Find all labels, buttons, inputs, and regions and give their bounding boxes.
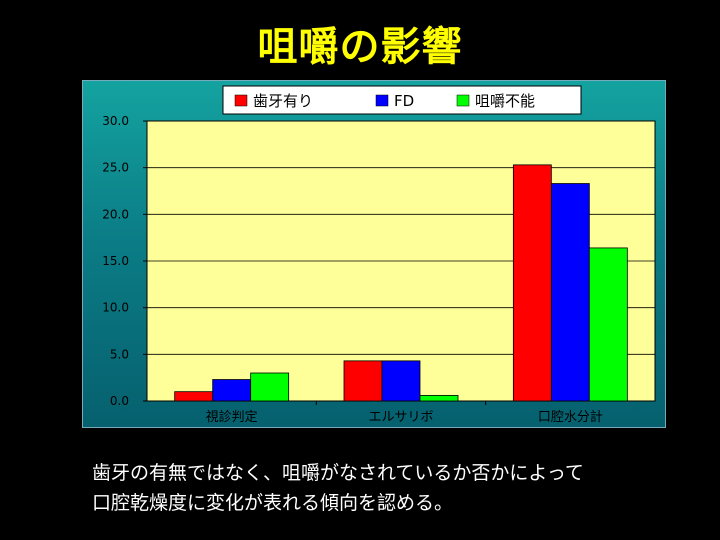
bar-2-1 [419,394,459,402]
legend-swatch-2 [456,94,470,107]
bar-0-1 [343,360,383,402]
legend-swatch-1 [375,94,389,107]
bar-1-0 [212,379,252,402]
y-tick-label: 20.0 [102,207,129,221]
slide-caption: 歯牙の有無ではなく、咀嚼がなされているか否かによって 口腔乾燥度に変化が表れる傾… [92,458,692,518]
x-tick-label: エルサリボ [368,410,433,425]
bar-0-2 [512,164,552,402]
y-tick-label: 15.0 [102,254,129,268]
legend-box [222,85,582,115]
legend-label-2: 咀嚼不能 [475,92,535,110]
legend-swatch-0 [234,94,248,107]
y-tick-label: 5.0 [110,347,129,361]
bar-2-0 [250,372,290,402]
y-tick-label: 0.0 [110,394,129,408]
y-tick-label: 25.0 [102,161,129,175]
x-tick-labels: 視診判定 エルサリボ 口腔水分計 [206,401,603,425]
x-tick-label: 視診判定 [206,409,258,425]
slide-title: 咀嚼の影響 [257,24,463,70]
bar-chart: 0.0 5.0 10.0 15.0 20.0 25.0 30.0 視診判定 エルサリボ 口腔水分… [102,85,656,425]
y-tick-labels: 0.0 5.0 10.0 15.0 20.0 25.0 30.0 [102,114,129,408]
bar-1-1 [381,360,421,402]
chart-frame: 0.0 5.0 10.0 15.0 20.0 25.0 30.0 視診判定 エルサリボ 口腔水分… [82,80,666,428]
legend-label-0: 歯牙有り [253,92,313,110]
x-tick-label: 口腔水分計 [538,409,603,425]
y-tick-label: 30.0 [102,114,129,128]
bar-2-2 [588,247,628,402]
bar-1-2 [550,183,590,402]
legend-label-1: FD [394,92,414,110]
y-tick-label: 10.0 [102,301,129,315]
bar-0-0 [174,391,214,402]
caption-line-2: 口腔乾燥度に変化が表れる傾向を認める。 [92,492,454,514]
caption-line-1: 歯牙の有無ではなく、咀嚼がなされているか否かによって [92,462,584,484]
bars [174,164,628,402]
legend: 歯牙有り FD 咀嚼不能 [222,85,582,115]
